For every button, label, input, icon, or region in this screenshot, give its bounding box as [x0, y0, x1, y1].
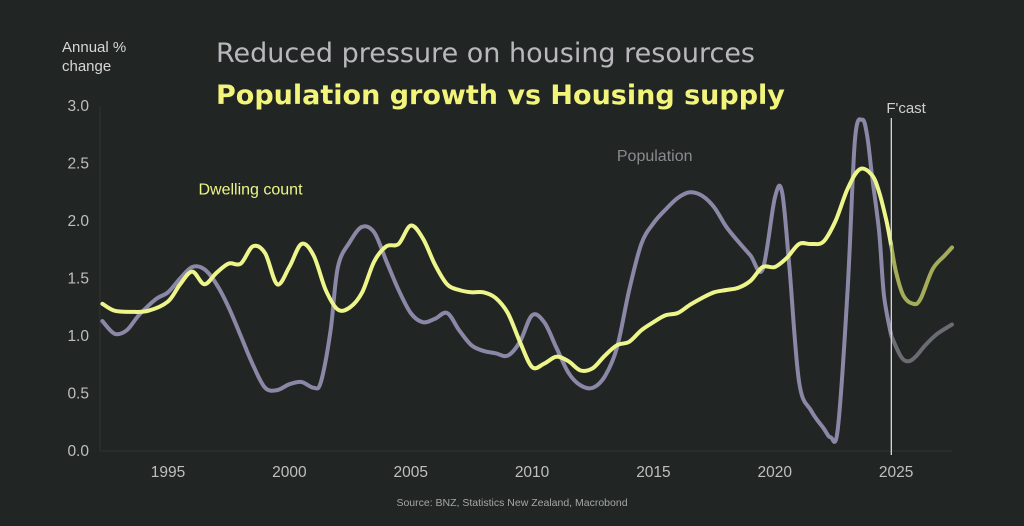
population-line: [100, 117, 894, 444]
y-tick-label: 3.0: [67, 98, 89, 115]
x-tick-label: 2025: [879, 464, 913, 481]
x-tick-label: 2010: [515, 464, 550, 481]
series-label-population: Population: [617, 148, 693, 165]
x-tick-label: 2000: [272, 464, 307, 481]
y-tick-label: 1.5: [67, 271, 89, 288]
series-label-dwelling-count: Dwelling count: [198, 182, 303, 199]
x-tick-label: 2020: [758, 464, 793, 481]
y-tick-labels: 0.0 0.5 1.0 1.5 2.0 2.5 3.0: [67, 98, 89, 460]
y-tick-label: 1.0: [67, 328, 89, 345]
chart-title: Reduced pressure on housing resources: [216, 38, 755, 69]
chart-subtitle: Population growth vs Housing supply: [216, 80, 785, 111]
x-tick-label: 2015: [636, 464, 670, 481]
x-tick-label: 2005: [393, 464, 427, 481]
dwelling-count-forecast-line: [889, 244, 954, 307]
source-note: Source: BNZ, Statistics New Zealand, Mac…: [396, 497, 627, 509]
dwelling-count-line: [100, 166, 894, 373]
y-tick-label: 2.0: [67, 213, 89, 230]
series-layer: [100, 117, 954, 444]
x-tick-label: 1995: [151, 464, 185, 481]
y-tick-label: 0.5: [67, 386, 89, 403]
y-tick-label: 0.0: [67, 443, 89, 460]
y-axis-label: Annual % change: [62, 39, 130, 75]
y-tick-label: 2.5: [67, 156, 89, 173]
x-tick-labels: 1995 2000 2005 2010 2015 2020 2025: [151, 464, 914, 481]
forecast-label: F'cast: [886, 100, 926, 117]
population-forecast-line: [889, 322, 954, 364]
